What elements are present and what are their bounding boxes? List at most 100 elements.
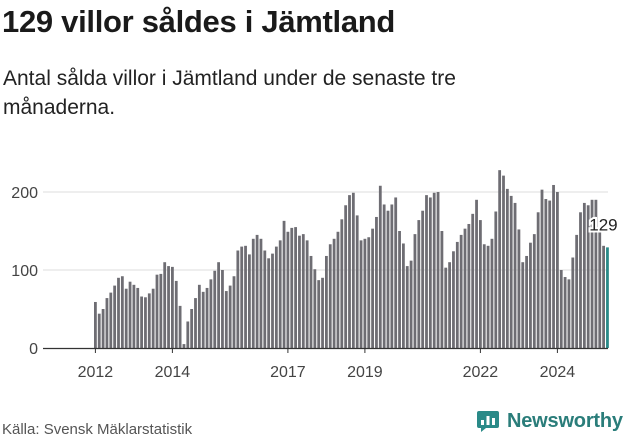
bar xyxy=(525,255,528,348)
bar xyxy=(471,213,475,348)
y-tick-label: 200 xyxy=(11,185,38,202)
bar xyxy=(286,231,290,348)
bar xyxy=(428,197,432,348)
bar xyxy=(336,231,340,348)
bar xyxy=(409,260,413,348)
bar xyxy=(294,227,297,348)
bar xyxy=(556,192,559,348)
bar xyxy=(455,241,459,348)
bar xyxy=(467,223,471,348)
bar xyxy=(552,184,555,348)
x-axis-labels: 2012 2014 2017 2019 2022 2024 xyxy=(78,364,576,381)
bar xyxy=(536,212,540,348)
chart-title: 129 villor såldes i Jämtland xyxy=(2,4,396,39)
bar xyxy=(494,211,498,348)
x-tick-label: 2019 xyxy=(347,364,383,381)
bar xyxy=(171,266,174,348)
bar xyxy=(147,293,151,348)
bar xyxy=(378,185,382,348)
bar xyxy=(563,277,567,348)
bar xyxy=(167,266,170,348)
bar xyxy=(532,234,536,348)
bar xyxy=(590,199,594,348)
bar xyxy=(444,267,448,348)
bar xyxy=(452,251,455,348)
bar xyxy=(602,245,605,348)
brand-name: Newsworthy xyxy=(507,409,623,432)
bar xyxy=(274,246,278,348)
bar xyxy=(594,199,598,348)
y-axis-labels: 0 100 200 xyxy=(11,185,38,358)
bar xyxy=(182,344,186,348)
bar xyxy=(436,192,440,348)
bars xyxy=(94,170,609,348)
bar xyxy=(413,234,417,348)
bar xyxy=(367,237,371,348)
bar xyxy=(209,279,213,348)
annotations: 129 xyxy=(587,213,619,236)
bar xyxy=(440,231,444,348)
bar xyxy=(244,245,247,348)
bar xyxy=(267,258,271,348)
y-tick-label: 100 xyxy=(11,263,38,280)
bar xyxy=(313,269,317,348)
bar xyxy=(432,192,436,348)
bar xyxy=(271,253,274,348)
bar xyxy=(351,192,355,348)
bar xyxy=(151,288,155,348)
bar xyxy=(598,231,602,348)
bar xyxy=(128,281,132,348)
bar xyxy=(567,279,571,348)
source-note: Källa: Svensk Mäklarstatistik xyxy=(2,421,193,438)
bar xyxy=(201,291,205,348)
x-axis xyxy=(43,347,608,353)
bar xyxy=(197,284,201,348)
bar xyxy=(120,276,124,348)
bar xyxy=(421,210,425,348)
bar xyxy=(317,280,321,348)
bar xyxy=(405,266,409,348)
bar xyxy=(155,274,159,348)
bar xyxy=(417,220,421,348)
bar xyxy=(282,220,286,348)
bar xyxy=(509,195,513,348)
bar xyxy=(425,195,428,348)
bar xyxy=(263,250,267,348)
bar xyxy=(186,321,190,348)
bar xyxy=(124,288,128,348)
bar xyxy=(159,273,163,348)
bar xyxy=(513,202,517,348)
bar xyxy=(332,238,336,348)
highlight-bar xyxy=(606,247,609,348)
bar xyxy=(205,287,209,348)
bar xyxy=(255,234,259,348)
bar xyxy=(402,243,405,348)
brand-logo[interactable]: Newsworthy xyxy=(476,409,623,433)
bar xyxy=(105,298,109,348)
bar xyxy=(251,238,255,348)
bar xyxy=(475,199,478,348)
bar xyxy=(109,292,113,348)
bar xyxy=(174,280,178,348)
bar xyxy=(382,204,386,348)
x-tick-label: 2024 xyxy=(540,364,576,381)
bar xyxy=(309,255,313,348)
bar xyxy=(305,240,309,348)
bar xyxy=(375,216,378,348)
bar xyxy=(394,197,398,348)
highlight-value-label: 129 xyxy=(589,215,617,234)
bar xyxy=(259,238,263,348)
bar xyxy=(505,188,509,348)
x-tick-label: 2022 xyxy=(463,364,499,381)
bar xyxy=(386,210,390,348)
bar xyxy=(482,244,486,348)
bar xyxy=(479,220,482,348)
bar xyxy=(224,291,228,348)
bar xyxy=(371,228,374,348)
bar xyxy=(278,240,282,348)
bar xyxy=(94,301,97,348)
bar xyxy=(344,205,348,348)
bar xyxy=(355,215,359,348)
bar xyxy=(232,276,236,348)
bar xyxy=(290,227,294,348)
